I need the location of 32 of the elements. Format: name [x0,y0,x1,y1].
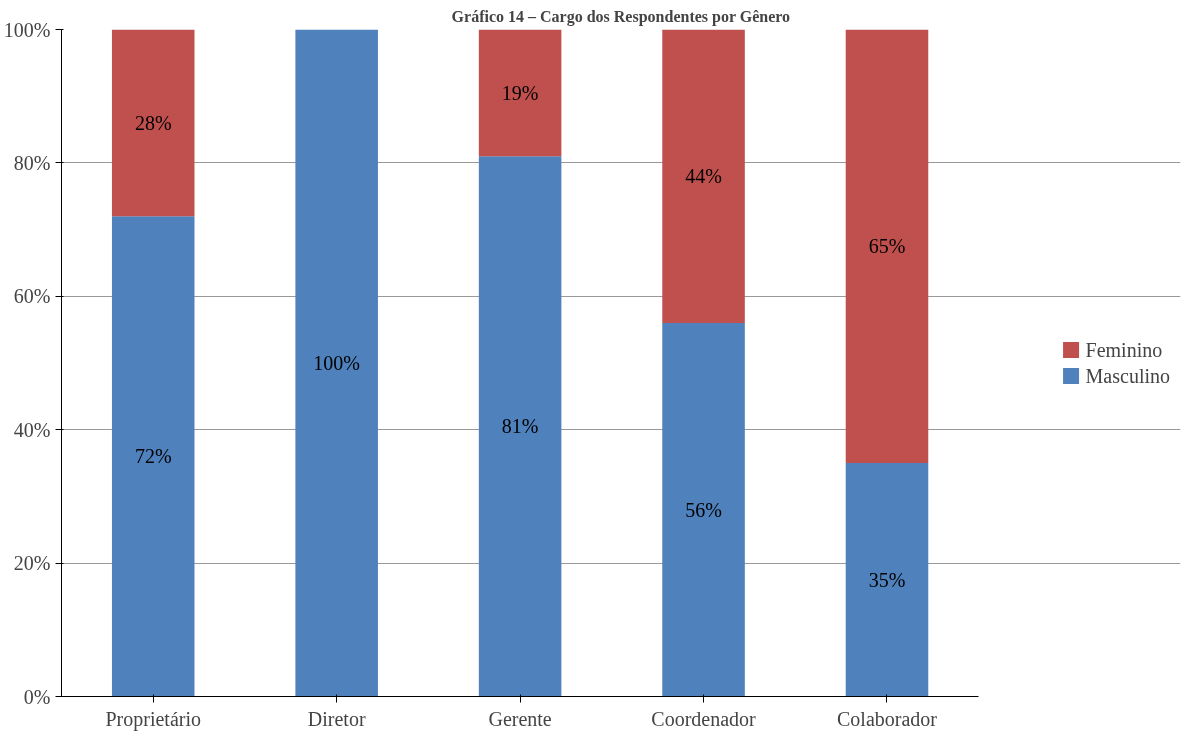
text: 72% [134,445,172,468]
text: 100% [313,352,361,374]
x-tick-label: Diretor [307,707,366,730]
text: 44% [685,165,722,188]
bar [478,29,562,157]
bar [295,29,378,697]
y-tick-label: 80% [13,151,51,174]
bar [845,463,929,697]
bar [111,216,195,697]
y-tick-label: 20% [13,552,51,575]
y-tick-label: 40% [13,418,51,441]
y-tick-label: 0% [23,685,51,708]
text: 56% [685,498,722,521]
chart-title: Gráfico 14 – Cargo dos Respondentes por Gênero [451,7,791,26]
text: 19% [501,81,539,104]
x-tick-label: Colaborador [837,707,938,730]
text: 28% [134,111,172,134]
text: 65% [868,235,906,258]
y-tick-label: 100% [3,18,51,41]
y-tick-label: 60% [13,285,51,308]
x-tick-label: Gerente [488,707,552,730]
bar [111,29,195,217]
bar [478,156,562,697]
x-tick-label: Proprietário [105,707,201,731]
bar [662,29,745,323]
bar [845,29,929,464]
legend-label: Feminino [1085,338,1163,361]
text: 35% [868,568,906,591]
bar [662,322,745,697]
x-tick-label: Coordenador [651,707,757,730]
legend-label: Masculino [1085,364,1170,387]
text: 81% [501,415,539,438]
